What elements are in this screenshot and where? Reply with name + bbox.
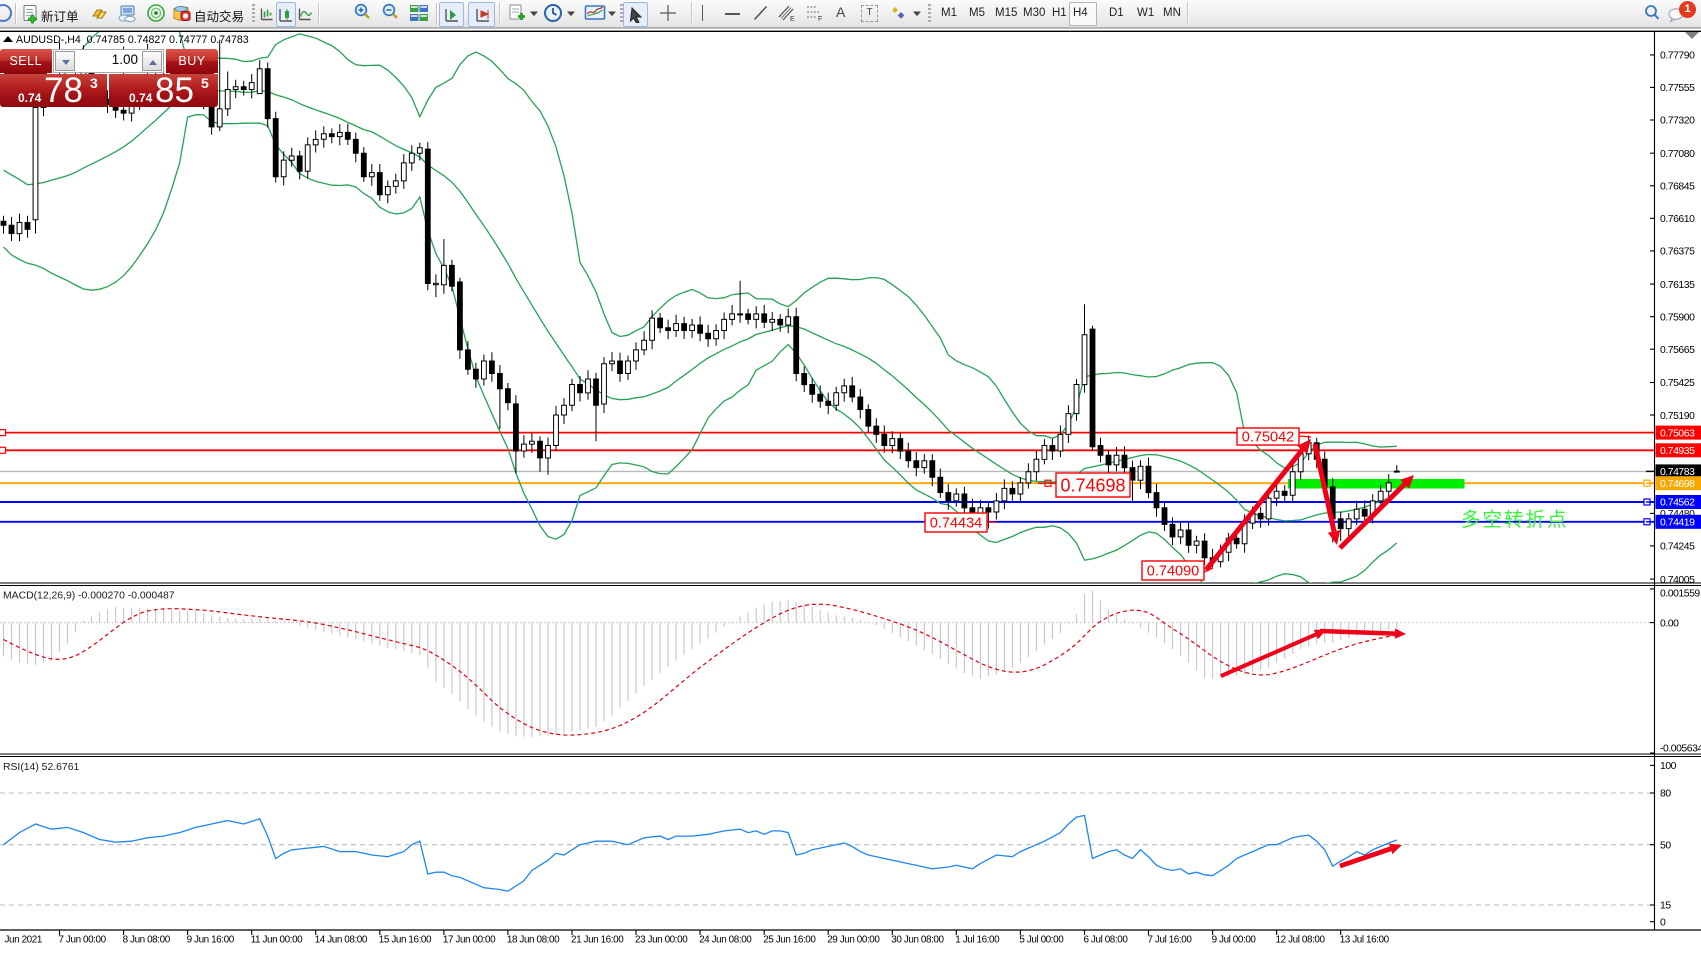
svg-text:0.74090: 0.74090 [1147, 564, 1199, 580]
svg-text:0.74698: 0.74698 [1060, 475, 1125, 495]
svg-text:0.75063: 0.75063 [1660, 428, 1695, 439]
svg-text:0.75042: 0.75042 [1242, 430, 1294, 446]
svg-text:0.76375: 0.76375 [1660, 247, 1695, 258]
svg-text:E: E [790, 16, 795, 22]
svg-text:50: 50 [1660, 840, 1671, 851]
svg-text:-0.005634: -0.005634 [1660, 743, 1701, 754]
svg-text:0.77080: 0.77080 [1660, 149, 1695, 160]
svg-text:0.74434: 0.74434 [930, 516, 982, 532]
svg-text:0.001559: 0.001559 [1660, 589, 1700, 600]
svg-text:15 Jun 16:00: 15 Jun 16:00 [379, 935, 432, 946]
svg-text:0.74005: 0.74005 [1660, 575, 1695, 586]
svg-text:25 Jun 16:00: 25 Jun 16:00 [763, 935, 816, 946]
svg-text:0.77790: 0.77790 [1660, 51, 1695, 62]
svg-text:11 Jun 00:00: 11 Jun 00:00 [251, 935, 303, 946]
svg-text:0.74419: 0.74419 [1660, 518, 1695, 529]
svg-text:9 Jun 16:00: 9 Jun 16:00 [187, 935, 235, 946]
svg-text:0.74698: 0.74698 [1660, 479, 1695, 490]
svg-text:RSI(14) 52.6761: RSI(14) 52.6761 [3, 762, 79, 773]
svg-text:12 Jul 08:00: 12 Jul 08:00 [1276, 935, 1326, 946]
svg-text:15: 15 [1660, 901, 1671, 912]
svg-text:0.76135: 0.76135 [1660, 280, 1695, 291]
svg-text:9 Jul 00:00: 9 Jul 00:00 [1212, 935, 1257, 946]
svg-text:80: 80 [1660, 789, 1671, 800]
svg-text:1 Jul 16:00: 1 Jul 16:00 [955, 935, 1000, 946]
svg-text:0.76845: 0.76845 [1660, 182, 1695, 193]
svg-text:5 Jul 00:00: 5 Jul 00:00 [1019, 935, 1064, 946]
svg-text:0.76610: 0.76610 [1660, 214, 1695, 225]
svg-text:0.00: 0.00 [1660, 618, 1679, 629]
svg-text:7 Jun 00:00: 7 Jun 00:00 [59, 935, 107, 946]
svg-text:100: 100 [1660, 761, 1677, 772]
svg-text:21 Jun 16:00: 21 Jun 16:00 [571, 935, 624, 946]
svg-text:7 Jul 16:00: 7 Jul 16:00 [1148, 935, 1193, 946]
svg-text:0.75425: 0.75425 [1660, 378, 1695, 389]
svg-text:0.75900: 0.75900 [1660, 312, 1695, 323]
svg-text:0.77555: 0.77555 [1660, 83, 1695, 94]
svg-text:30 Jun 08:00: 30 Jun 08:00 [891, 935, 944, 946]
svg-text:0: 0 [1660, 917, 1666, 928]
svg-text:18 Jun 08:00: 18 Jun 08:00 [507, 935, 560, 946]
svg-text:多空转折点: 多空转折点 [1461, 509, 1569, 531]
svg-text:0.75190: 0.75190 [1660, 411, 1695, 422]
svg-text:8 Jun 08:00: 8 Jun 08:00 [123, 935, 171, 946]
svg-text:0.77320: 0.77320 [1660, 116, 1695, 127]
svg-text:13 Jul 16:00: 13 Jul 16:00 [1340, 935, 1390, 946]
svg-text:0.74935: 0.74935 [1660, 446, 1695, 457]
svg-text:29 Jun 00:00: 29 Jun 00:00 [827, 935, 880, 946]
svg-text:F: F [818, 16, 822, 22]
svg-text:0.74245: 0.74245 [1660, 542, 1695, 553]
svg-text:6 Jul 08:00: 6 Jul 08:00 [1084, 935, 1129, 946]
svg-text:17 Jun 00:00: 17 Jun 00:00 [443, 935, 496, 946]
svg-text:0.74562: 0.74562 [1660, 498, 1695, 509]
svg-text:14 Jun 08:00: 14 Jun 08:00 [315, 935, 368, 946]
svg-text:Jun 2021: Jun 2021 [5, 935, 43, 946]
svg-text:AUDUSD-,H4 0.74785 0.74827 0.: AUDUSD-,H4 0.74785 0.74827 0.74777 0.747… [16, 34, 249, 46]
svg-text:0.75665: 0.75665 [1660, 345, 1695, 356]
svg-text:MACD(12,26,9) -0.000270 -0.000: MACD(12,26,9) -0.000270 -0.000487 [3, 591, 175, 602]
svg-text:24 Jun 08:00: 24 Jun 08:00 [699, 935, 752, 946]
svg-text:23 Jun 00:00: 23 Jun 00:00 [635, 935, 688, 946]
